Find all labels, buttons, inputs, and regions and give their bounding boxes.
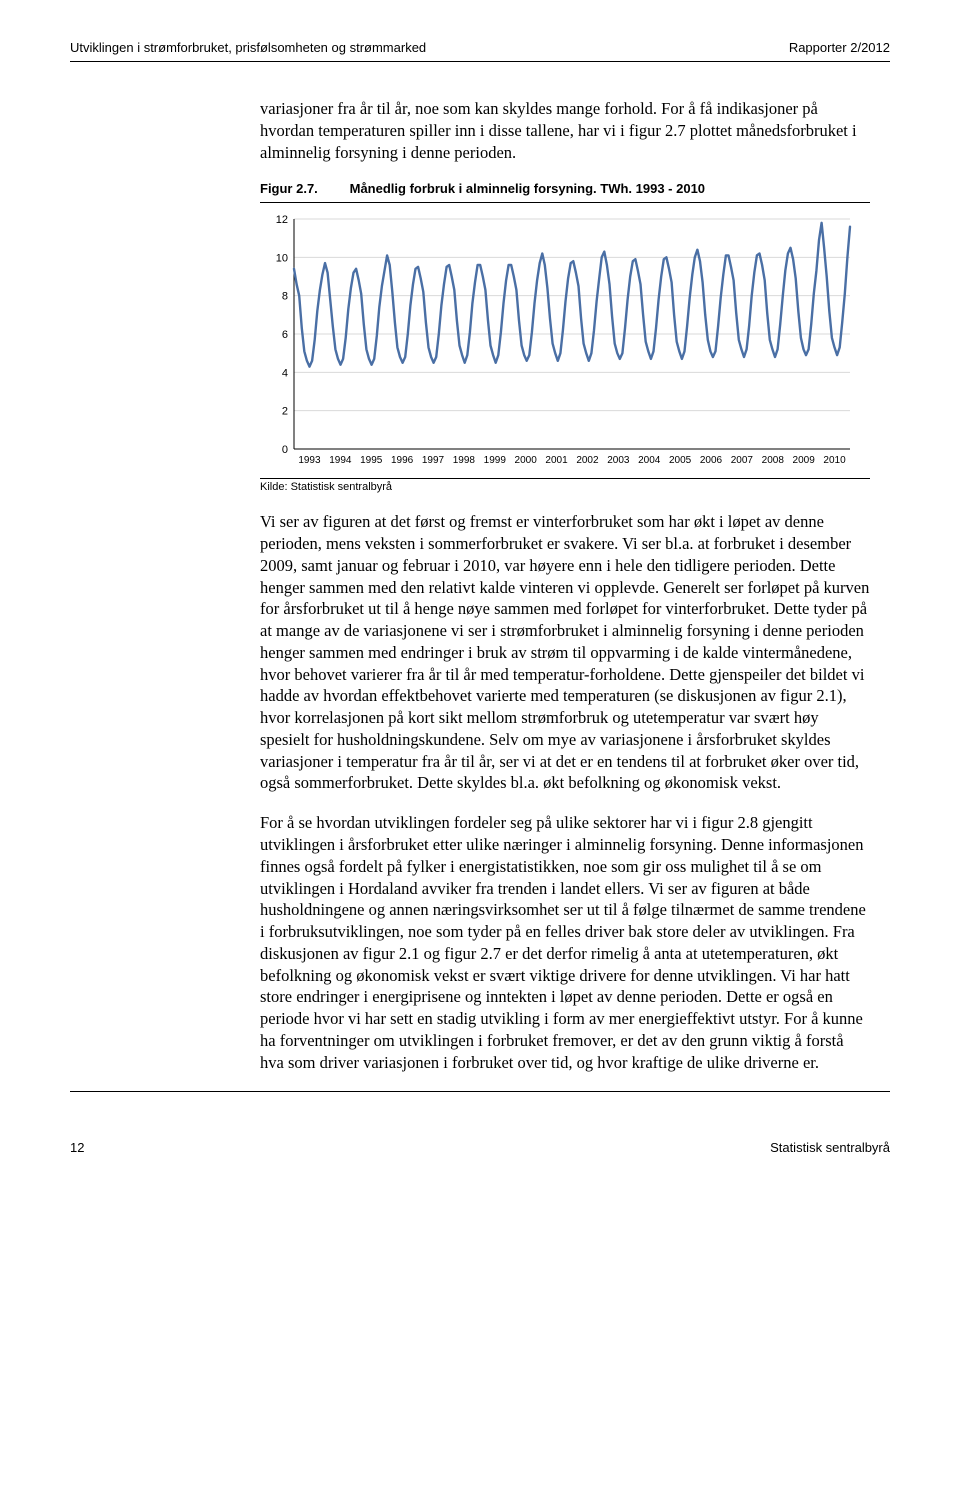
- svg-text:1993: 1993: [298, 455, 321, 466]
- line-chart-svg: 0 2 4 6 8 10 12 1993 1994 1995 1996 1997 1998 1999 200…: [260, 211, 860, 471]
- svg-text:1997: 1997: [422, 455, 445, 466]
- footer-page-number: 12: [70, 1140, 84, 1155]
- header-right: Rapporter 2/2012: [789, 40, 890, 55]
- svg-text:2010: 2010: [823, 455, 846, 466]
- svg-text:2: 2: [282, 406, 288, 418]
- svg-text:2008: 2008: [762, 455, 785, 466]
- page: Utviklingen i strømforbruket, prisfølsom…: [0, 0, 960, 1195]
- svg-text:2004: 2004: [638, 455, 661, 466]
- intro-paragraph: variasjoner fra år til år, noe som kan s…: [260, 98, 870, 163]
- figure-title: Månedlig forbruk i alminnelig forsyning.…: [350, 181, 705, 196]
- figure-rule-bottom: [260, 478, 870, 479]
- svg-text:2000: 2000: [515, 455, 538, 466]
- svg-text:1999: 1999: [484, 455, 507, 466]
- svg-text:0: 0: [282, 444, 288, 456]
- page-header: Utviklingen i strømforbruket, prisfølsom…: [70, 40, 890, 55]
- footer-rule: [70, 1091, 890, 1092]
- svg-text:2007: 2007: [731, 455, 754, 466]
- svg-text:2003: 2003: [607, 455, 630, 466]
- svg-text:4: 4: [282, 368, 288, 380]
- svg-text:1996: 1996: [391, 455, 414, 466]
- svg-text:6: 6: [282, 329, 288, 341]
- svg-text:1995: 1995: [360, 455, 383, 466]
- body-column: variasjoner fra år til år, noe som kan s…: [260, 98, 870, 1073]
- svg-text:2005: 2005: [669, 455, 692, 466]
- svg-text:2009: 2009: [793, 455, 816, 466]
- paragraph-3: For å se hvordan utviklingen fordeler se…: [260, 812, 870, 1073]
- page-footer: 12 Statistisk sentralbyrå: [70, 1140, 890, 1155]
- svg-text:1994: 1994: [329, 455, 352, 466]
- svg-text:2002: 2002: [576, 455, 599, 466]
- svg-text:2006: 2006: [700, 455, 723, 466]
- figure-source: Kilde: Statistisk sentralbyrå: [260, 481, 870, 493]
- footer-publisher: Statistisk sentralbyrå: [770, 1140, 890, 1155]
- svg-text:8: 8: [282, 291, 288, 303]
- paragraph-2: Vi ser av figuren at det først og fremst…: [260, 511, 870, 794]
- svg-text:10: 10: [276, 253, 288, 265]
- figure-chart: 0 2 4 6 8 10 12 1993 1994 1995 1996 1997 1998 1999 200…: [260, 203, 870, 478]
- header-rule: [70, 61, 890, 62]
- figure-caption: Figur 2.7. Månedlig forbruk i alminnelig…: [260, 181, 870, 196]
- header-left: Utviklingen i strømforbruket, prisfølsom…: [70, 40, 426, 55]
- svg-text:1998: 1998: [453, 455, 476, 466]
- svg-text:12: 12: [276, 214, 288, 226]
- figure-number: Figur 2.7.: [260, 181, 346, 196]
- svg-text:2001: 2001: [545, 455, 568, 466]
